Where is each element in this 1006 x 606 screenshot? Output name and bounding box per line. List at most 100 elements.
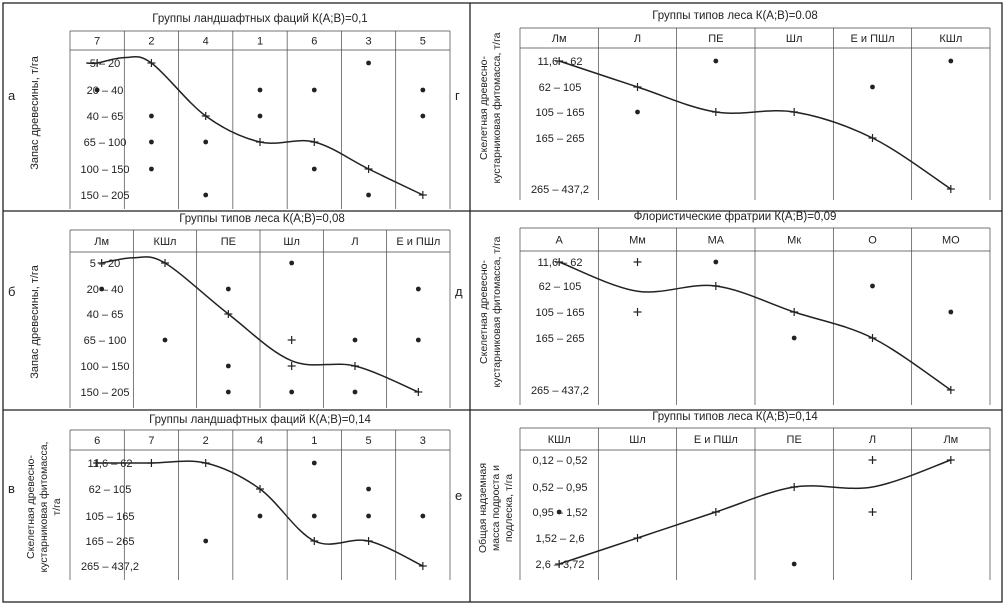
dot-marker bbox=[366, 486, 371, 492]
panel-a: а Группы ландшафтных фаций К(А;В)=0,1 За… bbox=[8, 13, 451, 209]
col-headers: 6 7 2 4 1 5 3 bbox=[94, 435, 426, 447]
row-label: 20 – 40 bbox=[87, 284, 124, 296]
panel-title: Группы типов леса К(А;В)=0.08 bbox=[652, 10, 818, 22]
column-header: 2 bbox=[203, 435, 209, 447]
dot-marker bbox=[948, 309, 954, 315]
dot-marker bbox=[257, 113, 263, 119]
dot-marker bbox=[257, 87, 263, 93]
dot-marker bbox=[149, 139, 154, 145]
plus-marker bbox=[147, 459, 156, 467]
column-header: КШл bbox=[154, 236, 177, 248]
grid-group bbox=[69, 429, 451, 580]
column-header: МА bbox=[708, 235, 725, 247]
row-label: 265 – 437,2 bbox=[531, 385, 589, 397]
row-label: 105 – 165 bbox=[536, 307, 585, 319]
grid-group bbox=[519, 27, 991, 200]
plus-marker bbox=[555, 57, 564, 65]
row-label: 0,12 – 0,52 bbox=[532, 455, 587, 467]
plus-marker bbox=[790, 308, 799, 316]
plus-marker bbox=[868, 508, 877, 516]
dot-marker bbox=[713, 58, 719, 64]
dot-marker bbox=[870, 84, 875, 90]
y-axis-label: Скелетная древесно- bbox=[478, 260, 490, 364]
dot-marker bbox=[635, 109, 640, 115]
panel-letter: д bbox=[455, 284, 463, 299]
row-label: 1,52 – 2,6 bbox=[536, 533, 585, 545]
row-label: 65 – 100 bbox=[84, 137, 127, 149]
dot-marker bbox=[420, 513, 426, 519]
column-header: Мм bbox=[629, 235, 646, 247]
trend-curve bbox=[86, 55, 424, 196]
plus-marker bbox=[201, 112, 210, 120]
y-axis-label: Скелетная древесно- bbox=[25, 455, 37, 559]
plus-marker bbox=[555, 560, 564, 568]
dot-marker bbox=[257, 513, 263, 519]
column-header: Мк bbox=[787, 235, 801, 247]
column-header: Шл bbox=[283, 236, 300, 248]
y-axis-label: Общая надземная bbox=[477, 463, 489, 553]
dot-marker bbox=[366, 192, 371, 198]
plus-marker bbox=[414, 388, 423, 396]
plus-marker bbox=[364, 537, 373, 545]
column-header: ПЕ bbox=[787, 434, 802, 446]
col-headers: КШл Шл Е и ПШл ПЕ Л Лм bbox=[548, 434, 959, 446]
y-axis-label: Скелетная древесно- bbox=[478, 56, 490, 160]
row-label: 165 – 265 bbox=[536, 333, 585, 345]
column-header: 2 bbox=[148, 36, 154, 48]
plus-marker bbox=[418, 191, 427, 199]
plus-marker bbox=[287, 336, 296, 344]
row-label: 100 – 150 bbox=[81, 164, 130, 176]
dot-marker bbox=[311, 513, 317, 519]
y-axis-label: подлеска, т/га bbox=[503, 474, 515, 542]
dot-marker bbox=[162, 337, 168, 343]
row-label: 40 – 65 bbox=[87, 309, 124, 321]
row-label: 150 – 205 bbox=[81, 190, 130, 202]
plus-marker bbox=[711, 108, 720, 116]
column-header: Е и ПШл bbox=[396, 236, 440, 248]
plus-marker bbox=[351, 362, 359, 370]
plus-marker bbox=[201, 459, 210, 467]
col-headers: Лм КШл ПЕ Шл Л Е и ПШл bbox=[94, 236, 440, 248]
plus-marker bbox=[256, 138, 264, 146]
dot-marker bbox=[225, 389, 231, 395]
plus-marker bbox=[868, 334, 877, 342]
plus-marker bbox=[711, 282, 720, 290]
plus-marker bbox=[790, 483, 799, 491]
column-header: ПЕ bbox=[708, 33, 723, 45]
plus-marker bbox=[364, 165, 373, 173]
trend-curve bbox=[558, 261, 952, 391]
y-axis-label: кустарниковая фитомасса, т/га bbox=[491, 32, 503, 183]
panel-letter: а bbox=[8, 88, 16, 103]
plus-marker bbox=[287, 362, 296, 370]
panel-title: Группы ландшафтных фаций К(А;В)=0,1 bbox=[152, 13, 367, 25]
dot-marker bbox=[791, 561, 797, 567]
dot-marker bbox=[289, 260, 295, 266]
markers bbox=[555, 57, 955, 193]
column-header: Л bbox=[869, 434, 876, 446]
row-label: 62 – 105 bbox=[539, 281, 582, 293]
dot-marker bbox=[366, 60, 371, 66]
plus-marker bbox=[946, 386, 955, 394]
col-headers: 7 2 4 1 6 3 5 bbox=[94, 36, 426, 48]
dot-marker bbox=[149, 166, 154, 172]
plus-marker bbox=[633, 308, 642, 316]
dot-marker bbox=[352, 337, 358, 343]
panel-letter: е bbox=[455, 488, 462, 503]
column-header: 4 bbox=[257, 435, 263, 447]
column-header: Л bbox=[351, 236, 358, 248]
column-header: 3 bbox=[366, 36, 372, 48]
panel-v: в Группы ландшафтных фаций К(А;В)=0,14 С… bbox=[8, 414, 451, 580]
dot-marker bbox=[420, 113, 426, 119]
plus-marker bbox=[310, 537, 319, 545]
panel-d: д Флористические фратрии К(А;В)=0,09 Ске… bbox=[455, 211, 991, 405]
dot-marker bbox=[225, 363, 231, 369]
plus-marker bbox=[946, 456, 955, 464]
column-header: 1 bbox=[311, 435, 317, 447]
column-header: 3 bbox=[420, 435, 426, 447]
plus-marker bbox=[93, 59, 102, 67]
column-header: Лм bbox=[94, 236, 109, 248]
col-headers: А Мм МА Мк О МО bbox=[555, 235, 960, 247]
dot-marker bbox=[415, 337, 421, 343]
